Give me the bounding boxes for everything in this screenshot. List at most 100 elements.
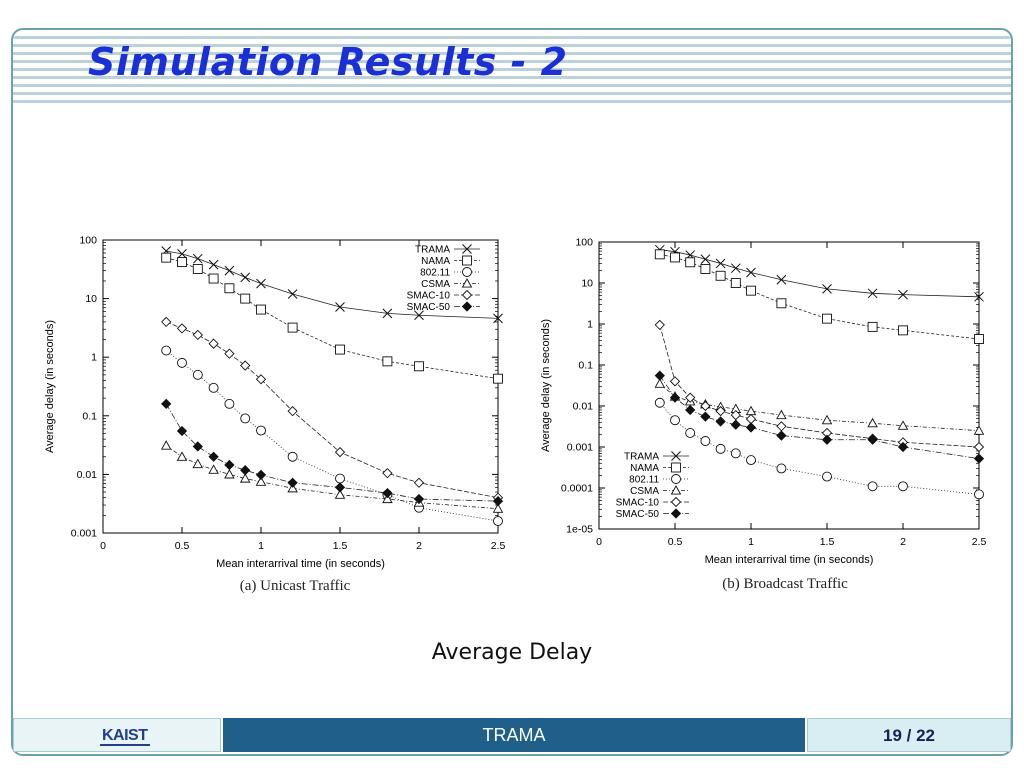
b-data-point	[822, 313, 832, 324]
b-data-point	[685, 428, 696, 438]
b-data-point	[897, 420, 909, 430]
a-legend-marker	[462, 255, 472, 266]
b-y-axis-label: Average delay (in seconds)	[540, 319, 552, 452]
a-data-point	[382, 493, 393, 504]
logo-underline	[100, 744, 150, 746]
b-xtick-label: 1	[748, 536, 754, 548]
b-data-point	[867, 434, 878, 445]
b-ytick-label: 1e-05	[566, 524, 593, 536]
b-data-point	[715, 443, 726, 454]
a-ytick-label: 0.1	[82, 410, 97, 422]
b-data-point	[822, 471, 832, 482]
b-legend-marker	[670, 508, 682, 519]
a-data-point	[256, 425, 266, 436]
a-data-point	[255, 374, 267, 385]
b-data-point	[822, 283, 832, 294]
a-data-point	[208, 451, 219, 462]
a-legend-marker	[461, 301, 473, 312]
b-data-point	[700, 400, 711, 412]
b-ytick-label: 0.0001	[561, 483, 593, 495]
b-series-line	[659, 253, 980, 340]
a-data-point	[240, 360, 251, 371]
b-data-point	[776, 409, 787, 420]
b-data-point	[973, 453, 985, 464]
a-series-line	[165, 445, 499, 510]
b-series-802-11	[654, 397, 984, 500]
a-xtick-label: 0	[100, 540, 106, 552]
a-xtick-label: 1	[258, 540, 264, 552]
a-ytick-label: 10	[85, 293, 97, 305]
chart-a-caption: (a) Unicast Traffic	[239, 578, 351, 594]
b-ytick-label: 1	[587, 319, 593, 331]
b-data-point	[776, 463, 787, 474]
a-legend-marker	[461, 289, 473, 301]
a-data-point	[208, 338, 219, 349]
b-data-point	[867, 417, 878, 428]
b-data-point	[898, 481, 908, 492]
b-data-point	[700, 411, 711, 422]
slide-title: Simulation Results - 2	[88, 40, 568, 84]
b-legend-marker	[671, 451, 681, 461]
footer-title-box: TRAMA	[223, 718, 805, 752]
a-legend-label: TRAMA	[415, 245, 450, 256]
a-data-point	[161, 316, 172, 328]
a-data-point	[224, 283, 235, 294]
b-data-point	[745, 422, 757, 433]
b-data-point	[685, 257, 696, 268]
a-legend-marker	[462, 267, 472, 277]
a-legend-label: CSMA	[421, 279, 450, 290]
b-data-point	[670, 252, 680, 263]
b-data-point	[898, 289, 908, 300]
a-data-point	[493, 373, 503, 384]
b-data-point	[746, 267, 756, 278]
b-legend-marker	[671, 474, 681, 484]
a-data-point	[224, 398, 235, 409]
b-data-point	[685, 392, 696, 403]
a-data-point	[224, 265, 235, 276]
a-data-point	[255, 469, 267, 481]
b-data-point	[730, 448, 741, 459]
broadcast-delay-chart: 100 10 1 0.1 0.01 0.001 0.0001 1e-050 0.5 1 1.5 2 2.…	[540, 237, 986, 567]
a-data-point	[493, 313, 503, 324]
a-data-point	[382, 487, 393, 499]
b-data-point	[973, 441, 985, 453]
b-data-point	[715, 258, 726, 269]
b-data-point	[654, 378, 666, 388]
a-xtick-label: 2.5	[491, 540, 506, 552]
b-legend-label: 802.11	[629, 475, 659, 486]
b-data-point	[974, 291, 984, 302]
b-legend-label: TRAMA	[624, 452, 659, 463]
a-legend-label: SMAC-10	[407, 291, 451, 302]
footer-title: TRAMA	[482, 725, 546, 745]
a-data-point	[176, 425, 188, 437]
a-data-point	[256, 304, 266, 315]
b-legend-marker	[671, 462, 681, 473]
b-ytick-label: 0.1	[578, 360, 593, 372]
b-data-point	[821, 434, 833, 445]
a-data-point	[239, 473, 251, 483]
b-data-point	[821, 414, 833, 425]
a-x-axis-label: Mean interarrival time (in seconds)	[216, 558, 385, 570]
b-data-point	[746, 285, 756, 296]
b-data-point	[973, 425, 985, 435]
b-data-point	[730, 278, 741, 288]
a-data-point	[492, 495, 504, 507]
b-ytick-label: 0.01	[573, 401, 594, 413]
a-data-point	[287, 406, 298, 417]
a-series-nama	[161, 252, 503, 384]
a-data-point	[335, 302, 345, 312]
a-data-point	[208, 464, 219, 474]
a-data-point	[287, 289, 298, 299]
b-data-point	[746, 455, 756, 466]
a-legend-marker	[461, 278, 473, 288]
footer-page-box: 19 / 22	[807, 718, 1011, 752]
a-data-point	[177, 257, 187, 268]
b-data-point	[654, 397, 665, 408]
b-xtick-label: 0	[596, 536, 602, 548]
a-data-point	[334, 489, 346, 499]
a-data-point	[413, 493, 425, 505]
b-data-point	[867, 481, 878, 492]
b-data-point	[867, 288, 878, 299]
a-data-point	[382, 308, 393, 319]
